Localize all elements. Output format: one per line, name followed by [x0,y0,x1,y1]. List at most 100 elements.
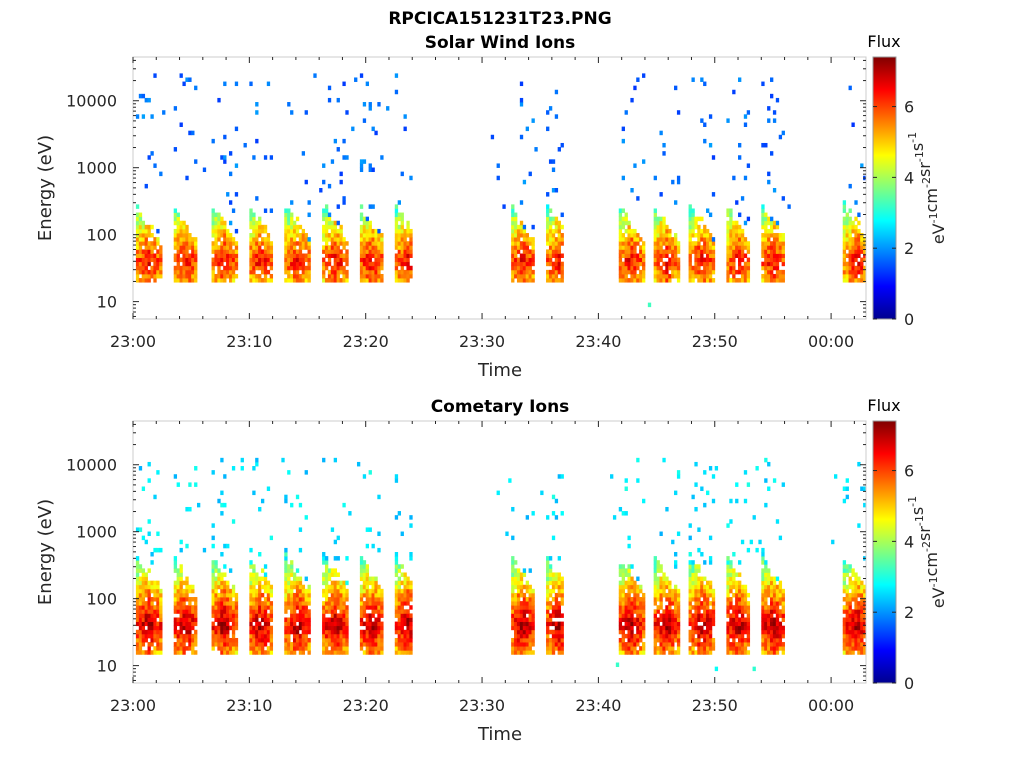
heatmap-cell [560,261,564,267]
heatmap-cell [726,597,730,602]
heatmap-cell [770,642,774,647]
heatmap-cell [851,220,855,226]
heatmap-cell [636,278,640,283]
heatmap-cell [380,597,384,602]
heatmap-cell [342,609,346,614]
heatmap-cell [546,261,550,267]
heatmap-cell [743,261,748,267]
heatmap-cell [764,642,768,647]
heatmap-cell [770,265,774,271]
heatmap-cell [694,621,698,627]
heatmap-cell [642,617,646,622]
heatmap-cell [522,621,527,627]
heatmap-cell [284,580,288,586]
heatmap-cell [147,273,151,279]
heatmap-cell [141,650,146,655]
heatmap-cell [377,613,381,618]
heatmap-cell [252,220,256,226]
heatmap-cell [365,637,370,643]
heatmap-cell [551,613,556,618]
heatmap-cell [703,613,707,618]
heatmap-cell [409,523,413,528]
heatmap-cell [624,216,628,222]
heatmap-cell [694,617,698,622]
heatmap-cell [845,220,849,226]
heatmap-cell [778,629,783,635]
heatmap-cell [365,233,370,238]
heatmap-cell [258,621,262,627]
heatmap-cell [662,625,666,631]
heatmap-cell [153,584,157,590]
heatmap-cell [336,597,340,602]
heatmap-cell [764,613,768,618]
heatmap-cell [403,617,407,622]
heatmap-cell [706,245,710,250]
heatmap-cell [676,625,681,631]
heatmap-cell [333,621,338,627]
heatmap-cell [764,212,768,218]
heatmap-cell [365,241,370,246]
heatmap-cell [778,257,783,263]
heatmap-cell [333,228,338,234]
heatmap-cell [400,531,404,537]
heatmap-cell [330,220,335,226]
heatmap-cell [735,233,739,238]
heatmap-cell [863,269,867,275]
heatmap-cell [738,633,742,639]
heatmap-cell [848,241,852,246]
heatmap-cell [266,633,271,639]
heatmap-cell [557,147,561,152]
heatmap-cell [691,564,695,569]
heatmap-cell [179,617,183,622]
heatmap-cell [406,233,410,238]
heatmap-cell [546,646,550,651]
heatmap-cell [551,605,556,610]
heatmap-cell [738,650,742,655]
heatmap-cell [674,200,678,205]
heatmap-cell [179,257,183,263]
heatmap-cell [377,265,381,271]
colorbar-title: Flux [867,32,900,51]
heatmap-cell [298,588,303,594]
heatmap-cell [380,650,384,655]
heatmap-cell [284,261,288,267]
heatmap-cell [624,617,628,622]
heatmap-cell [211,621,215,627]
heatmap-cell [688,523,692,528]
heatmap-cell [173,474,178,479]
heatmap-cell [668,588,672,594]
heatmap-cell [772,650,777,655]
heatmap-cell [380,601,384,606]
heatmap-cell [231,642,236,647]
heatmap-cell [295,265,300,271]
heatmap-cell [342,637,346,643]
heatmap-cell [333,592,338,598]
heatmap-cell [397,617,401,622]
heatmap-cell [179,580,183,586]
heatmap-cell [135,216,140,222]
heatmap-cell [740,228,745,234]
heatmap-cell [304,245,308,250]
heatmap-cell [194,265,198,271]
heatmap-cell [176,576,180,582]
heatmap-cell [258,233,262,238]
heatmap-cell [636,265,640,271]
heatmap-cell [842,637,847,643]
heatmap-cell [324,637,329,643]
heatmap-cell [354,77,358,82]
heatmap-cell [511,269,515,275]
heatmap-cell [400,261,404,267]
heatmap-cell [188,601,192,606]
heatmap-cell [220,613,224,618]
heatmap-cell [220,249,224,254]
heatmap-cell [546,228,550,234]
heatmap-cell [269,637,274,643]
heatmap-cell [400,629,404,635]
heatmap-cell [767,179,771,185]
heatmap-cell [135,257,140,263]
heatmap-cell [336,601,340,606]
heatmap-cell [767,273,771,279]
heatmap-cell [740,625,745,631]
heatmap-cell [377,633,381,639]
heatmap-cell [656,249,660,254]
